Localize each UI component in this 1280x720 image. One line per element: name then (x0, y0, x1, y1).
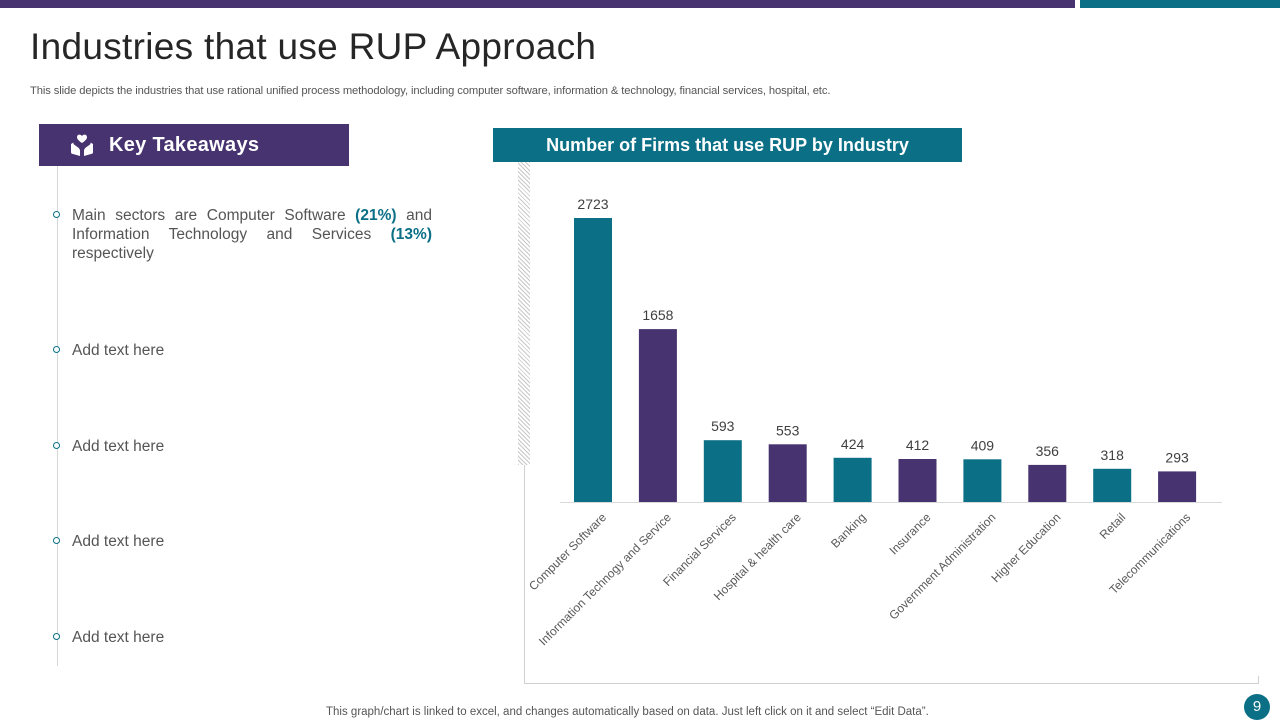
data-label: 318 (1101, 447, 1125, 463)
top-accent-bar-teal (1080, 0, 1280, 8)
category-label: Information Technogy and Service (536, 510, 674, 648)
data-label: 409 (971, 437, 995, 453)
category-label: Retail (1097, 510, 1129, 542)
bar[interactable] (768, 444, 807, 502)
category-label: Higher Education (988, 510, 1063, 585)
data-label: 553 (776, 422, 800, 438)
takeaway-item-5: Add text here (72, 629, 165, 646)
chart-frame-right-tick (1258, 676, 1259, 684)
takeaway-item-1: Main sectors are Computer Software (21%)… (72, 207, 432, 262)
takeaway-item-4: Add text here (72, 533, 165, 550)
chart-frame-bottom (524, 683, 1258, 684)
bar[interactable] (638, 329, 677, 502)
bar[interactable] (703, 440, 742, 502)
data-label: 356 (1036, 443, 1060, 459)
page-subtitle: This slide depicts the industries that u… (30, 85, 831, 97)
bar[interactable] (574, 218, 612, 502)
chart-hatch-decoration (518, 162, 530, 465)
takeaway-item-2: Add text here (72, 342, 165, 359)
category-label: Insurance (886, 510, 933, 557)
bar[interactable] (963, 459, 1002, 502)
key-takeaways-header: Key Takeaways (39, 124, 349, 166)
chart-title: Number of Firms that use RUP by Industry (493, 128, 962, 162)
bar[interactable] (1028, 464, 1067, 502)
bar[interactable] (1093, 468, 1132, 502)
hands-heart-icon (71, 134, 93, 156)
bar[interactable] (833, 457, 872, 502)
data-label: 293 (1165, 449, 1189, 465)
data-label: 412 (906, 437, 930, 453)
category-label: Banking (828, 510, 869, 551)
bullet-marker (53, 346, 60, 353)
takeaways-timeline-line (57, 166, 58, 666)
chart-frame-left (524, 465, 525, 683)
data-label: 593 (711, 418, 735, 434)
page-number: 9 (1244, 694, 1270, 720)
bullet-marker (53, 537, 60, 544)
takeaway-item-3: Add text here (72, 438, 165, 455)
top-accent-bar-purple (0, 0, 1075, 8)
data-label: 1658 (642, 307, 673, 323)
bar[interactable] (898, 459, 937, 502)
data-label: 424 (841, 436, 865, 452)
category-label: Government Administration (886, 510, 998, 622)
bullet-marker (53, 633, 60, 640)
footer-note: This graph/chart is linked to excel, and… (326, 706, 929, 718)
bullet-marker (53, 442, 60, 449)
key-takeaways-title: Key Takeaways (109, 134, 260, 156)
data-label: 2723 (577, 196, 608, 212)
page-title: Industries that use RUP Approach (30, 26, 597, 67)
bar[interactable] (1158, 471, 1197, 502)
bullet-marker (53, 211, 60, 218)
